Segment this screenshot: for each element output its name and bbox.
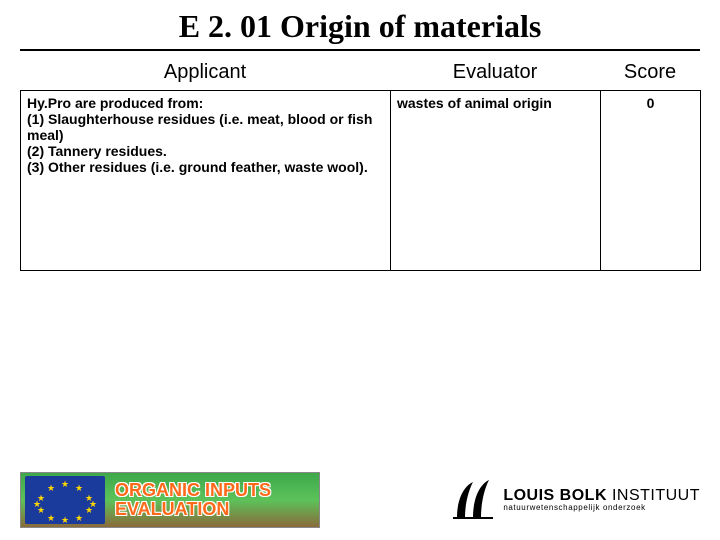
applicant-heading: Hy.Pro are produced from: [27,95,384,111]
applicant-line2: (2) Tannery residues. [27,143,384,159]
header-evaluator: Evaluator [390,61,600,84]
cell-evaluator: wastes of animal origin [391,91,601,271]
lbi-tagline: natuurwetenschappelijk onderzoek [503,504,700,512]
lbi-name-rest: INSTITUUT [607,487,700,504]
table-row: Hy.Pro are produced from: (1) Slaughterh… [21,91,701,271]
lbi-mark-icon [451,478,495,522]
badge-line2: EVALUATION [115,500,271,519]
header-applicant: Applicant [20,61,390,84]
applicant-line3: (3) Other residues (i.e. ground feather,… [27,159,384,175]
page-title: E 2. 01 Origin of materials [20,0,700,51]
eu-flag-icon: ★ ★ ★ ★ ★ ★ ★ ★ ★ ★ ★ ★ [25,476,105,524]
badge-line1: ORGANIC INPUTS [115,481,271,500]
cell-score: 0 [601,91,701,271]
badge-text: ORGANIC INPUTS EVALUATION [109,481,271,519]
louis-bolk-logo: LOUIS BOLK INSTITUUT natuurwetenschappel… [451,478,700,522]
lbi-name-bold: LOUIS BOLK [503,487,607,504]
data-table: Hy.Pro are produced from: (1) Slaughterh… [20,90,701,271]
cell-applicant: Hy.Pro are produced from: (1) Slaughterh… [21,91,391,271]
lbi-text: LOUIS BOLK INSTITUUT natuurwetenschappel… [503,488,700,512]
organic-inputs-badge: ★ ★ ★ ★ ★ ★ ★ ★ ★ ★ ★ ★ ORGANIC INPUTS E… [20,472,320,528]
column-headers: Applicant Evaluator Score [0,51,720,90]
footer: ★ ★ ★ ★ ★ ★ ★ ★ ★ ★ ★ ★ ORGANIC INPUTS E… [20,470,700,530]
applicant-line1: (1) Slaughterhouse residues (i.e. meat, … [27,111,384,143]
lbi-name: LOUIS BOLK INSTITUUT [503,488,700,504]
header-score: Score [600,61,700,84]
